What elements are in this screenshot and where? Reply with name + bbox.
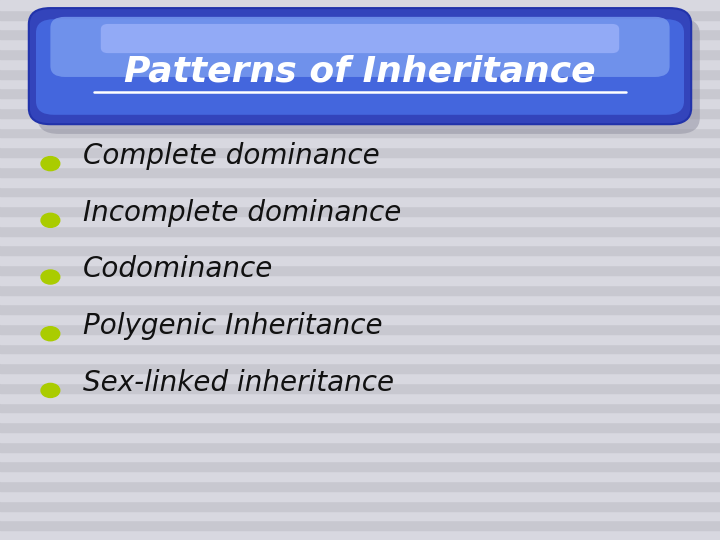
Bar [0, 216, 720, 226]
Bar [0, 147, 720, 157]
Bar [0, 314, 720, 324]
Bar [0, 226, 720, 235]
Text: Patterns of Inheritance: Patterns of Inheritance [124, 54, 596, 88]
Bar [0, 343, 720, 354]
Text: Incomplete dominance: Incomplete dominance [83, 199, 401, 227]
Bar [0, 402, 720, 413]
Bar [0, 373, 720, 383]
Circle shape [41, 270, 60, 284]
Bar [0, 59, 720, 69]
Bar [0, 49, 720, 59]
Bar [0, 471, 720, 481]
Bar [0, 177, 720, 186]
Text: Sex-linked inheritance: Sex-linked inheritance [83, 369, 394, 397]
Bar [0, 265, 720, 275]
Bar [0, 462, 720, 471]
Bar [0, 432, 720, 442]
Bar [0, 363, 720, 373]
Bar [0, 167, 720, 177]
Bar [0, 235, 720, 246]
Bar [0, 78, 720, 89]
Bar [0, 30, 720, 39]
FancyBboxPatch shape [29, 8, 691, 124]
Bar [0, 255, 720, 265]
Bar [0, 393, 720, 402]
Bar [0, 275, 720, 285]
Bar [0, 108, 720, 118]
Bar [0, 334, 720, 343]
Text: Complete dominance: Complete dominance [83, 142, 379, 170]
Bar [0, 98, 720, 108]
Circle shape [41, 383, 60, 397]
Bar [0, 197, 720, 206]
Bar [0, 39, 720, 49]
Bar [0, 442, 720, 451]
Text: Polygenic Inheritance: Polygenic Inheritance [83, 312, 382, 340]
FancyBboxPatch shape [37, 18, 700, 134]
Circle shape [41, 213, 60, 227]
Bar [0, 422, 720, 432]
Bar [0, 0, 720, 10]
Text: Codominance: Codominance [83, 255, 273, 284]
Bar [0, 206, 720, 216]
Bar [0, 481, 720, 491]
Bar [0, 285, 720, 294]
Bar [0, 413, 720, 422]
Bar [0, 305, 720, 314]
Bar [0, 383, 720, 393]
Bar [0, 354, 720, 363]
Bar [0, 89, 720, 98]
Bar [0, 451, 720, 462]
Bar [0, 69, 720, 78]
Bar [0, 10, 720, 19]
FancyBboxPatch shape [101, 24, 619, 53]
Bar [0, 510, 720, 521]
Bar [0, 530, 720, 540]
Bar [0, 324, 720, 334]
Bar [0, 186, 720, 197]
Bar [0, 501, 720, 510]
Bar [0, 246, 720, 255]
Bar [0, 138, 720, 147]
FancyBboxPatch shape [36, 19, 684, 115]
Bar [0, 521, 720, 530]
Bar [0, 118, 720, 127]
Bar [0, 294, 720, 305]
FancyBboxPatch shape [50, 17, 670, 77]
Bar [0, 127, 720, 138]
Circle shape [41, 327, 60, 341]
Bar [0, 19, 720, 30]
Bar [0, 491, 720, 501]
Circle shape [41, 157, 60, 171]
Bar [0, 157, 720, 167]
